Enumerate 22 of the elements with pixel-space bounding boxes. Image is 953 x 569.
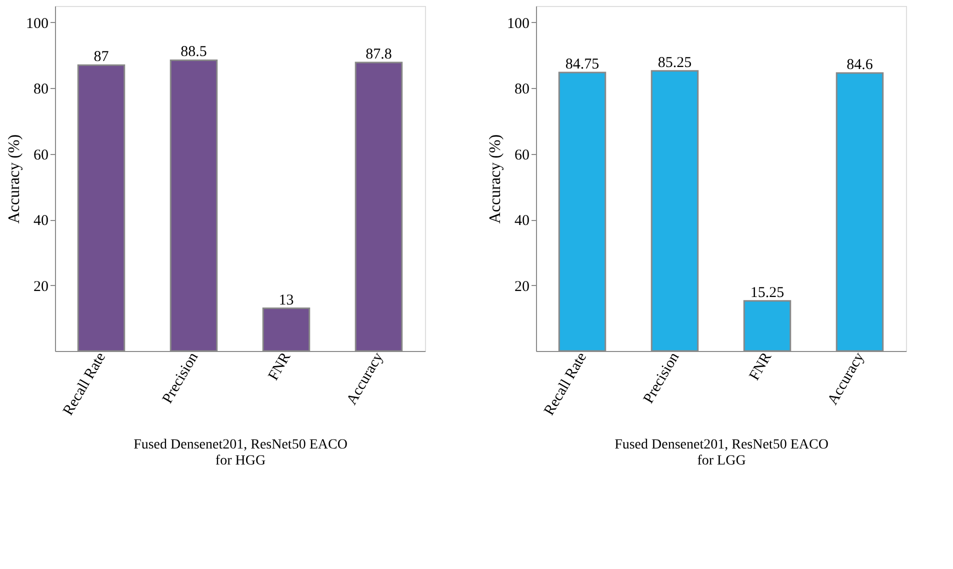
y-tick-label: 80: [514, 82, 530, 98]
data-label: 87: [94, 49, 110, 66]
y-axis-title: Accuracy (%): [487, 134, 504, 224]
data-label: 85.25: [658, 54, 692, 71]
y-tick-label: 60: [34, 147, 48, 164]
data-label: 88.5: [180, 44, 207, 60]
y-tick-label: 20: [514, 278, 530, 295]
data-label: 13: [278, 292, 294, 308]
x-axis-title: Fused Densenet201, ResNet50 EACO for LGG: [614, 438, 828, 469]
y-tick-label: 60: [514, 147, 530, 164]
data-label: 84.75: [565, 56, 600, 73]
y-tick-label: 80: [34, 82, 48, 98]
y-tick-label: 40: [34, 213, 48, 230]
x-axis-title: Fused Densenet201, ResNet50 EACO for HGG: [134, 438, 348, 469]
data-label: 84.6: [846, 57, 874, 74]
y-axis-title: Accuracy (%): [6, 134, 23, 224]
data-label: 87.8: [366, 46, 392, 63]
y-tick-label: 20: [34, 278, 48, 295]
y-tick-label: 40: [514, 213, 530, 230]
y-tick-label: 100: [26, 16, 48, 32]
data-label: 15.25: [750, 284, 784, 301]
y-tick-label: 100: [507, 16, 530, 32]
